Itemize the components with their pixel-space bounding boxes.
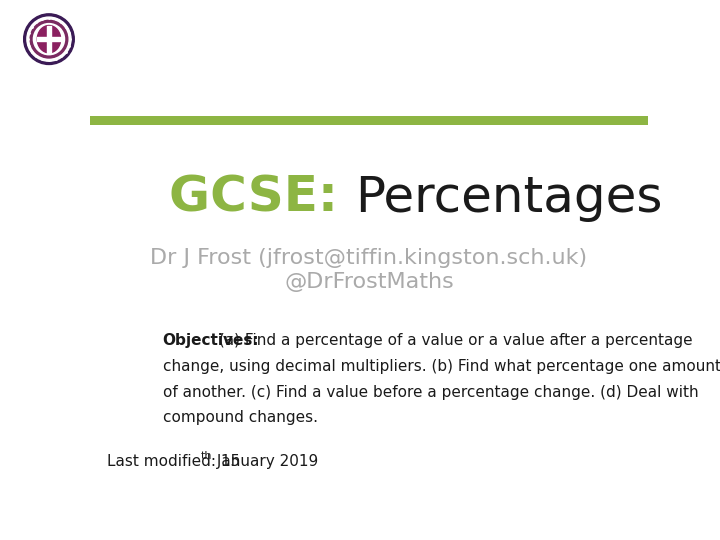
Text: Last modified: 15: Last modified: 15 <box>107 454 240 469</box>
Text: @DrFrostMaths: @DrFrostMaths <box>284 272 454 292</box>
Text: GCSE:: GCSE: <box>168 174 355 222</box>
Ellipse shape <box>30 21 68 58</box>
Ellipse shape <box>24 14 74 64</box>
Text: of another. (c) Find a value before a percentage change. (d) Deal with: of another. (c) Find a value before a pe… <box>163 384 698 400</box>
Text: January 2019: January 2019 <box>212 454 318 469</box>
Text: Percentages: Percentages <box>355 174 662 222</box>
Ellipse shape <box>33 24 65 55</box>
Text: Objectives:: Objectives: <box>163 333 259 348</box>
Ellipse shape <box>27 17 71 61</box>
Ellipse shape <box>37 25 60 53</box>
Bar <box>90 116 648 125</box>
Text: compound changes.: compound changes. <box>163 410 318 426</box>
Text: (a) Find a percentage of a value or a value after a percentage: (a) Find a percentage of a value or a va… <box>215 333 693 348</box>
Text: th: th <box>200 451 212 462</box>
Text: change, using decimal multipliers. (b) Find what percentage one amount is: change, using decimal multipliers. (b) F… <box>163 359 720 374</box>
Text: Dr J Frost (jfrost@tiffin.kingston.sch.uk): Dr J Frost (jfrost@tiffin.kingston.sch.u… <box>150 248 588 268</box>
